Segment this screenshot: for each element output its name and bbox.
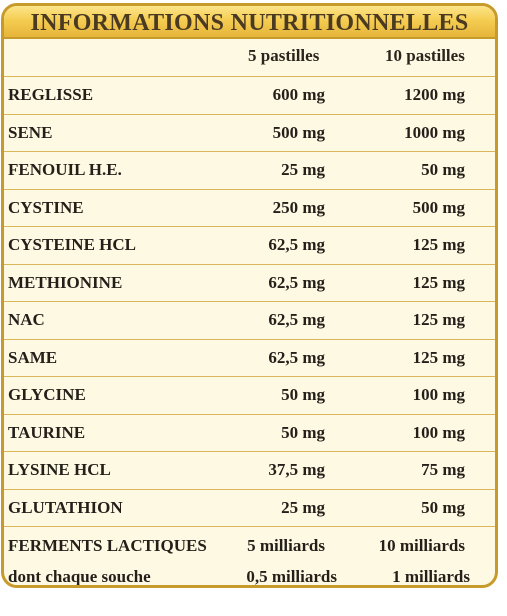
ingredient-name: FERMENTS LACTIQUES [8, 536, 207, 555]
ingredient-name: NAC [8, 310, 45, 329]
table-row: GLYCINE 50 mg 100 mg [4, 376, 495, 414]
ingredient-name: GLYCINE [8, 385, 86, 404]
value-5-pastilles: 25 mg [281, 497, 325, 517]
value-5-pastilles: 5 milliards [247, 536, 325, 555]
table-row: FENOUIL H.E. 25 mg 50 mg [4, 151, 495, 189]
table-row: METHIONINE 62,5 mg 125 mg [4, 263, 495, 302]
value-5-pastilles: 50 mg [281, 422, 325, 442]
table-row: NAC 62,5 mg 125 mg [4, 301, 495, 339]
table-row: CYSTINE 250 mg 500 mg [4, 188, 495, 227]
ingredient-name: FENOUIL H.E. [8, 160, 122, 179]
nutrition-panel: INFORMATIONS NUTRITIONNELLES 5 pastilles… [1, 3, 498, 588]
table-row-ferments: FERMENTS LACTIQUES 5 milliards 10 millia… [4, 526, 495, 586]
title-bar: INFORMATIONS NUTRITIONNELLES [4, 6, 495, 39]
value-5-pastilles: 500 mg [272, 122, 325, 142]
ingredient-name: GLUTATHION [8, 497, 123, 517]
value-5-pastilles: 25 mg [281, 160, 325, 179]
value-5-pastilles: 50 mg [281, 385, 325, 404]
column-header-5-pastilles: 5 pastilles [248, 46, 320, 65]
value-10-pastilles: 125 mg [412, 347, 465, 367]
value-10-pastilles: 500 mg [412, 197, 465, 217]
value-5-pastilles: 250 mg [272, 197, 325, 217]
column-header-10-pastilles: 10 pastilles [385, 46, 465, 65]
table-row: CYSTEINE HCL 62,5 mg 125 mg [4, 226, 495, 264]
value-10-pastilles: 100 mg [412, 385, 465, 404]
table-row: REGLISSE 600 mg 1200 mg [4, 76, 495, 114]
ingredient-name: CYSTINE [8, 197, 84, 217]
value-10-pastilles: 1000 mg [404, 122, 465, 142]
value-5-pastilles: 37,5 mg [268, 460, 325, 479]
value-10-pastilles: 10 milliards [378, 536, 465, 555]
value-10-pastilles: 125 mg [412, 272, 465, 292]
value-10-pastilles: 1200 mg [404, 85, 465, 104]
sub-ingredient-name: dont chaque souche [8, 567, 151, 586]
table-row: TAURINE 50 mg 100 mg [4, 413, 495, 452]
value-5-pastilles: 62,5 mg [268, 235, 325, 254]
ingredient-name: TAURINE [8, 422, 86, 442]
ingredient-name: SAME [8, 347, 58, 367]
table-row: LYSINE HCL 37,5 mg 75 mg [4, 451, 495, 489]
value-10-pastilles: 125 mg [412, 235, 465, 254]
table-row: SAME 62,5 mg 125 mg [4, 338, 495, 377]
value-5-pastilles: 62,5 mg [268, 272, 325, 292]
value-10-pastilles: 50 mg [421, 497, 465, 517]
ingredient-name: METHIONINE [8, 272, 123, 292]
nutrition-table: REGLISSE 600 mg 1200 mg SENE 500 mg 1000… [4, 76, 495, 586]
table-row: GLUTATHION 25 mg 50 mg [4, 488, 495, 527]
ingredient-name: REGLISSE [8, 85, 94, 104]
value-5-pastilles: 600 mg [272, 85, 325, 104]
sub-value-5-pastilles: 0,5 milliards [246, 567, 337, 586]
value-10-pastilles: 75 mg [421, 460, 465, 479]
ingredient-name: CYSTEINE HCL [8, 235, 137, 254]
value-10-pastilles: 50 mg [421, 160, 465, 179]
ingredient-name: SENE [8, 122, 53, 142]
value-5-pastilles: 62,5 mg [268, 347, 325, 367]
value-10-pastilles: 100 mg [412, 422, 465, 442]
value-10-pastilles: 125 mg [412, 310, 465, 329]
ingredient-name: LYSINE HCL [8, 460, 111, 479]
sub-value-10-pastilles: 1 milliards [392, 567, 470, 586]
panel-title: INFORMATIONS NUTRITIONNELLES [30, 10, 469, 36]
table-row: SENE 500 mg 1000 mg [4, 113, 495, 152]
value-5-pastilles: 62,5 mg [268, 310, 325, 329]
